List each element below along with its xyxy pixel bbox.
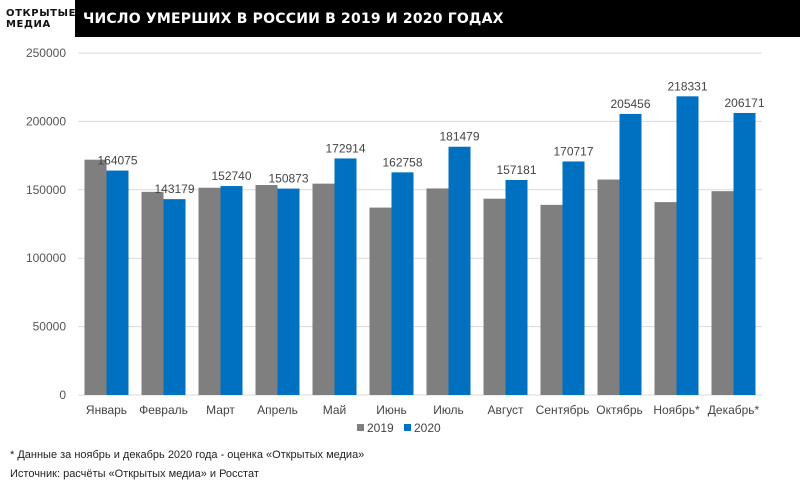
legend-swatch-2020 (404, 424, 411, 431)
chart-title: ЧИСЛО УМЕРШИХ В РОССИИ В 2019 И 2020 ГОД… (83, 10, 504, 27)
category-label: Июль (433, 403, 464, 417)
data-label-2020: 152740 (211, 169, 251, 183)
y-tick-label: 250000 (26, 46, 66, 60)
bar-chart: 0 50000 100000 150000 200000 250000 164075 Янва… (26, 46, 765, 435)
y-tick-label: 0 (59, 388, 66, 402)
bar-2019 (255, 185, 278, 395)
bar-2020 (163, 199, 186, 395)
bar-2019 (597, 179, 620, 395)
data-label-2020: 218331 (667, 79, 707, 93)
category-label: Август (487, 403, 524, 417)
category-label: Май (323, 403, 347, 417)
bar-2019 (540, 204, 563, 395)
data-label-2020: 205456 (610, 97, 650, 111)
category-label: Ноябрь* (653, 403, 700, 417)
bar-2019 (654, 202, 677, 395)
legend-label-2019: 2019 (367, 421, 394, 435)
category-label: Декабрь* (708, 403, 760, 417)
data-label-2020: 143179 (154, 182, 194, 196)
y-tick-label: 200000 (26, 114, 66, 128)
bar-2019 (426, 188, 449, 395)
category-label: Октябрь (596, 403, 643, 417)
data-label-2020: 164075 (97, 154, 137, 168)
bar-2019 (711, 191, 734, 395)
data-label-2020: 181479 (439, 130, 479, 144)
header: ОТКРЫТЫЕ МЕДИА ЧИСЛО УМЕРШИХ В РОССИИ В … (0, 0, 800, 37)
bar-2019 (84, 159, 107, 395)
brand-logo: ОТКРЫТЫЕ МЕДИА (0, 0, 75, 37)
bar-2020 (676, 96, 699, 396)
bar-2020 (220, 186, 243, 395)
data-label-2020: 206171 (724, 96, 764, 110)
category-label: Февраль (139, 403, 188, 417)
category-label: Март (206, 403, 235, 417)
logo-line-2: МЕДИА (6, 18, 51, 30)
data-label-2020: 162758 (382, 155, 422, 169)
category-label: Июнь (376, 403, 407, 417)
category-label: Январь (86, 403, 127, 417)
bar-2020 (733, 112, 756, 395)
bar-2020 (619, 113, 642, 396)
category-label: Сентябрь (536, 403, 590, 417)
bar-2020 (334, 158, 357, 395)
bar-2019 (369, 207, 392, 395)
data-label-2020: 157181 (496, 163, 536, 177)
bar-2019 (198, 187, 221, 395)
bar-2020 (562, 161, 585, 395)
category-label: Апрель (257, 403, 298, 417)
bar-2020 (505, 179, 528, 395)
bar-2019 (141, 191, 164, 395)
bar-2020 (277, 188, 300, 395)
bar-2020 (106, 170, 129, 395)
footnote: * Данные за ноябрь и декабрь 2020 года -… (10, 449, 365, 461)
y-tick-label: 50000 (33, 320, 67, 334)
logo-line-1: ОТКРЫТЫЕ (6, 7, 77, 19)
data-label-2020: 170717 (553, 144, 593, 158)
legend-label-2020: 2020 (414, 421, 441, 435)
data-label-2020: 150873 (268, 172, 308, 186)
bar-2020 (391, 172, 414, 395)
data-label-2020: 172914 (325, 141, 365, 155)
y-tick-label: 100000 (26, 251, 66, 265)
bar-2019 (312, 183, 335, 395)
y-tick-label: 150000 (26, 183, 66, 197)
source-note: Источник: расчёты «Открытых медиа» и Рос… (10, 468, 259, 480)
legend-swatch-2019 (357, 424, 364, 431)
title-bar: ЧИСЛО УМЕРШИХ В РОССИИ В 2019 И 2020 ГОД… (75, 0, 800, 37)
bar-2019 (483, 198, 506, 395)
bar-2020 (448, 146, 471, 395)
